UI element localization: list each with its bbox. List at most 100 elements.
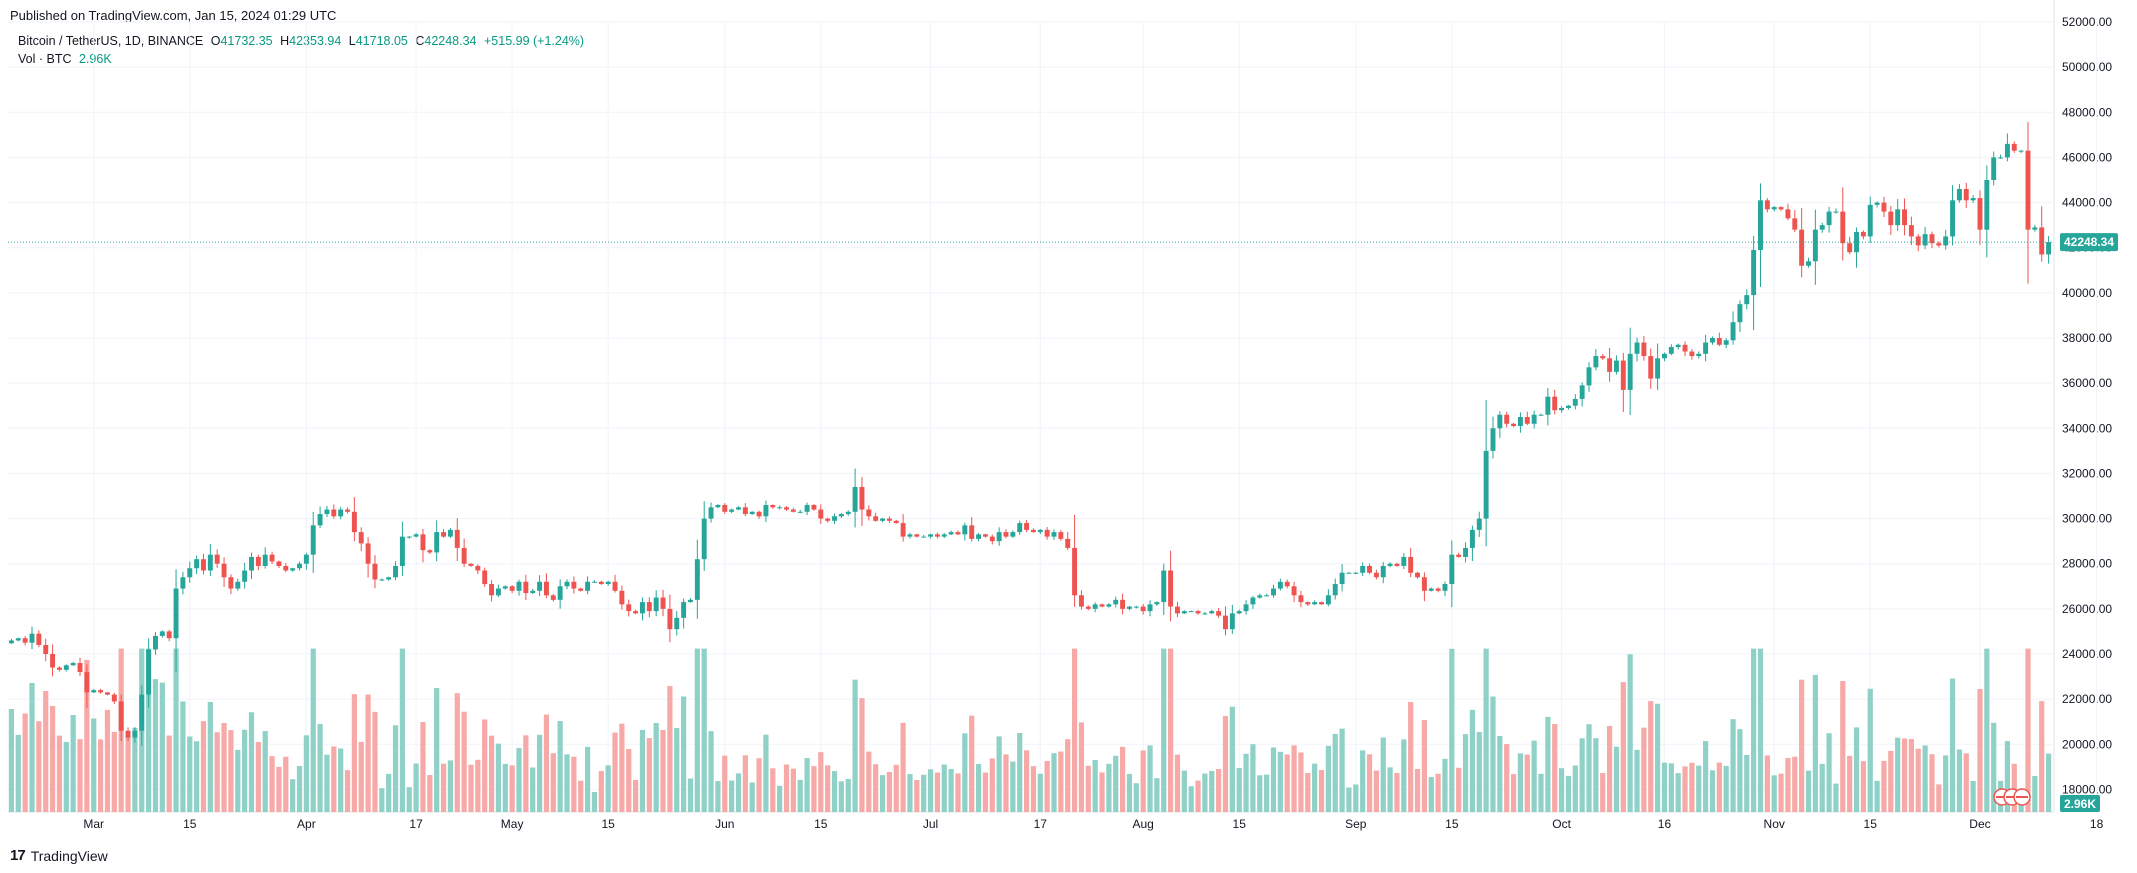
volume-bar xyxy=(879,775,886,812)
volume-bar xyxy=(262,731,268,812)
volume-bar xyxy=(1977,688,1983,812)
candle-body xyxy=(1154,602,1160,605)
volume-bar xyxy=(1264,774,1270,812)
volume-bar xyxy=(536,734,543,812)
volume-bar xyxy=(36,721,42,812)
volume-bar xyxy=(1943,755,1949,812)
volume-bar xyxy=(1277,751,1283,812)
candle-body xyxy=(550,595,556,600)
volume-bar xyxy=(598,771,604,812)
volume-bar xyxy=(2004,741,2011,812)
candle-body xyxy=(255,556,261,566)
volume-bar xyxy=(1860,761,1866,812)
candle-body xyxy=(475,565,481,571)
candle-body xyxy=(2004,143,2010,158)
volume-bar xyxy=(1435,773,1441,812)
volume-bar xyxy=(735,773,742,812)
volume-bar xyxy=(1819,763,1825,812)
y-tick-label: 28000.00 xyxy=(2062,557,2112,571)
volume-bar xyxy=(1771,775,1777,812)
candle-body xyxy=(859,486,865,510)
candle-body xyxy=(1806,261,1811,266)
volume-bar xyxy=(1497,735,1503,812)
candle-body xyxy=(207,554,213,571)
candle-body xyxy=(694,559,700,600)
candle-body xyxy=(1785,209,1791,219)
candle-body xyxy=(1058,532,1064,539)
volume-bar xyxy=(1161,648,1167,812)
candle-body xyxy=(1085,606,1091,609)
volume-bar xyxy=(825,765,831,812)
candle-body xyxy=(1161,570,1167,603)
volume-bar xyxy=(331,746,337,812)
volume-bar xyxy=(742,755,748,812)
candle-body xyxy=(22,638,28,643)
volume-bar xyxy=(324,754,330,812)
high-value: 42353.94 xyxy=(289,34,342,48)
candle-body xyxy=(8,640,14,644)
volume-bar xyxy=(1620,682,1626,812)
candle-body xyxy=(838,514,844,517)
low-value: 41718.05 xyxy=(355,34,408,48)
candle-body xyxy=(1360,565,1366,573)
candle-body xyxy=(585,581,591,591)
candle-body xyxy=(1236,611,1242,614)
volume-legend: Vol · BTC 2.96K xyxy=(18,52,116,66)
volume-bar xyxy=(159,682,165,812)
candle-body xyxy=(619,590,625,605)
volume-bar xyxy=(1332,733,1338,812)
volume-bar xyxy=(180,701,186,812)
volume-bar xyxy=(2011,763,2017,812)
volume-bar xyxy=(1593,738,1599,812)
candle-body xyxy=(399,536,405,566)
volume-bar xyxy=(1682,766,1688,812)
volume-bar xyxy=(1387,767,1393,812)
candle-body xyxy=(1037,529,1043,533)
candle-body xyxy=(1860,231,1866,237)
volume-bar xyxy=(420,721,426,812)
volume-bar xyxy=(1963,753,1969,812)
candle-body xyxy=(434,532,440,553)
volume-bar xyxy=(1483,648,1489,812)
brand-footer[interactable]: 17 TradingView xyxy=(10,847,108,864)
volume-bar xyxy=(777,785,783,812)
volume-bar xyxy=(1030,766,1037,812)
candle-body xyxy=(1401,556,1407,566)
volume-bar xyxy=(269,756,275,812)
volume-bar xyxy=(84,659,90,812)
candle-body xyxy=(1133,606,1139,608)
candle-body xyxy=(1881,202,1887,212)
volume-bar xyxy=(1565,775,1572,812)
volume-bar xyxy=(639,729,646,812)
candle-body xyxy=(262,554,268,566)
candle-body xyxy=(564,581,570,587)
volume-bar xyxy=(701,648,707,812)
volume-bar xyxy=(1442,758,1448,812)
volume-bar xyxy=(1414,769,1421,812)
candle-body xyxy=(1956,189,1962,201)
candle-body xyxy=(228,577,234,589)
x-tick-label: 17 xyxy=(409,817,423,831)
volume-bar xyxy=(1730,719,1736,812)
candle-body xyxy=(139,694,145,731)
candle-body xyxy=(98,690,104,693)
candle-body xyxy=(591,581,597,583)
candle-body xyxy=(249,556,254,571)
candle-body xyxy=(1332,584,1338,596)
candle-body xyxy=(393,565,399,578)
candle-body xyxy=(50,654,56,668)
candle-body xyxy=(1943,236,1949,246)
candle-body xyxy=(1613,360,1619,372)
volume-bar xyxy=(1881,760,1887,812)
volume-bar xyxy=(1915,748,1921,812)
volume-bar xyxy=(1696,765,1702,812)
candle-body xyxy=(1216,611,1222,616)
candle-body xyxy=(1833,211,1839,213)
x-tick-label: Jun xyxy=(715,817,734,831)
volume-bar xyxy=(1991,722,1997,812)
candle-body xyxy=(729,509,735,512)
volume-bar xyxy=(1613,746,1620,812)
volume-bar xyxy=(2025,648,2031,812)
candle-body xyxy=(1758,200,1763,250)
